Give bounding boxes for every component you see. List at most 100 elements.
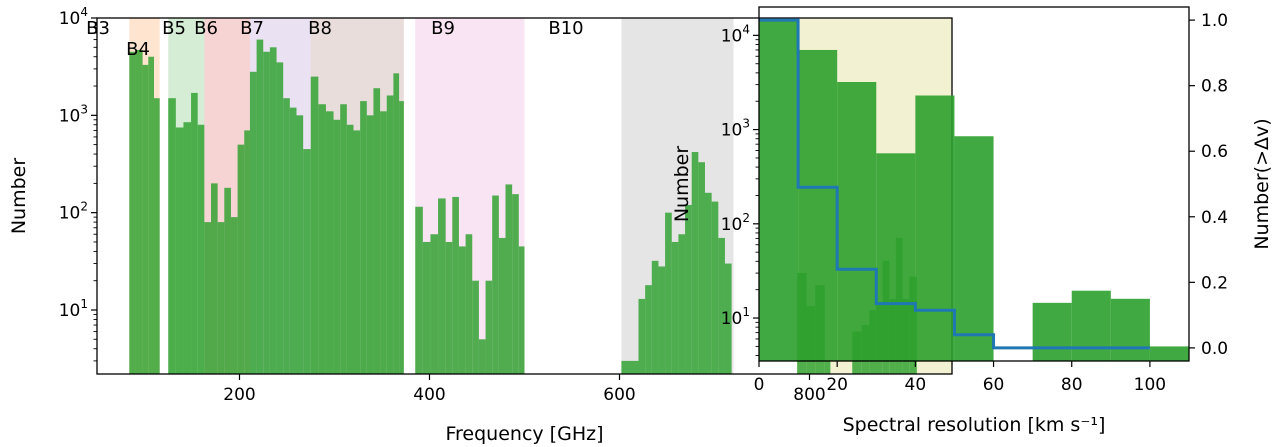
frequency-bar xyxy=(269,47,277,374)
resolution-bar xyxy=(1149,346,1189,361)
frequency-bar xyxy=(824,360,831,374)
frequency-bar xyxy=(353,130,361,374)
frequency-bar xyxy=(399,101,404,374)
cumulative-step-line xyxy=(759,18,1150,350)
frequency-bar xyxy=(204,222,211,374)
frequency-bar xyxy=(691,152,699,374)
frequency-bar xyxy=(386,95,394,374)
x-tick-label: 400 xyxy=(413,385,445,405)
y-tick-label: 102 xyxy=(59,200,88,224)
frequency-bar xyxy=(445,241,453,374)
x-tick-label: 800 xyxy=(793,385,825,405)
x-tick-label: 60 xyxy=(983,375,1005,395)
x-tick-label: 600 xyxy=(603,385,635,405)
frequency-bar xyxy=(168,98,176,374)
frequency-bar xyxy=(452,196,459,374)
band-label-b8: B8 xyxy=(308,18,332,39)
frequency-bar xyxy=(237,144,245,374)
x-tick-label: 80 xyxy=(1061,375,1083,395)
resolution-bar xyxy=(837,81,877,361)
frequency-bar xyxy=(360,101,367,374)
frequency-bar xyxy=(333,119,341,374)
right-plot-area xyxy=(759,18,1189,361)
frequency-bar xyxy=(512,194,519,374)
y-tick-label: 104 xyxy=(59,5,88,29)
frequency-bar xyxy=(415,206,423,374)
frequency-bar xyxy=(638,298,646,374)
frequency-bar xyxy=(183,122,192,374)
frequency-bar xyxy=(318,104,326,374)
frequency-bar xyxy=(472,280,479,374)
frequency-bar xyxy=(505,184,513,374)
frequency-bar xyxy=(465,234,473,374)
y-tick-label: 101 xyxy=(59,297,88,321)
frequency-bar xyxy=(678,234,686,374)
x-tick-label: 200 xyxy=(223,385,255,405)
frequency-bar xyxy=(303,149,311,374)
y2-tick-label: 0.0 xyxy=(1201,339,1228,359)
x-tick-label: 0 xyxy=(754,375,765,395)
frequency-bar xyxy=(458,246,466,374)
frequency-bar xyxy=(671,241,679,374)
frequency-bar xyxy=(393,73,400,374)
band-label-b3: B3 xyxy=(86,18,110,39)
y-tick-label: 103 xyxy=(721,117,750,141)
frequency-bar xyxy=(498,237,506,374)
frequency-bar xyxy=(346,124,354,374)
frequency-bar xyxy=(438,198,446,374)
y2-tick-label: 1.0 xyxy=(1201,11,1228,31)
band-label-b6: B6 xyxy=(194,18,218,39)
resolution-bar xyxy=(915,95,955,361)
frequency-bar xyxy=(685,204,692,374)
frequency-bar xyxy=(724,263,732,374)
frequency-bar xyxy=(658,266,666,374)
frequency-bar xyxy=(698,162,705,374)
frequency-bar xyxy=(705,192,712,374)
frequency-bar xyxy=(645,285,652,374)
frequency-bar xyxy=(154,98,160,374)
frequency-bar xyxy=(276,62,284,374)
frequency-bar xyxy=(283,98,290,374)
y-tick-label: 101 xyxy=(721,305,750,329)
frequency-bar xyxy=(518,246,525,374)
y2-tick-label: 0.8 xyxy=(1201,77,1228,97)
band-label-b7: B7 xyxy=(240,18,264,39)
right-axes-frame xyxy=(758,6,1190,362)
resolution-bar xyxy=(798,49,838,361)
frequency-bar xyxy=(129,51,136,374)
frequency-bar xyxy=(211,183,218,374)
frequency-bar xyxy=(665,212,672,374)
frequency-bar xyxy=(249,71,257,374)
x-tick-label: 40 xyxy=(905,375,927,395)
frequency-bar xyxy=(142,64,149,374)
x-tick-label: 100 xyxy=(1134,375,1166,395)
frequency-bar xyxy=(325,111,334,374)
resolution-bar xyxy=(1071,290,1111,361)
frequency-bar xyxy=(478,339,486,374)
frequency-bar xyxy=(191,92,198,374)
frequency-bar xyxy=(430,234,439,374)
frequency-bar xyxy=(148,56,154,374)
frequency-bar xyxy=(217,222,225,374)
frequency-bar xyxy=(718,237,725,374)
frequency-bar xyxy=(492,195,499,374)
frequency-bar xyxy=(373,88,381,374)
frequency-bar xyxy=(296,115,304,374)
frequency-bar xyxy=(175,127,184,374)
frequency-bar xyxy=(340,104,347,374)
y-axis-label: Number xyxy=(671,146,693,223)
resolution-bar xyxy=(876,153,916,361)
resolution-histogram-panel: 0 20 40 60 80 100 101 102 103 104 0.0 0.2 0.4 0.6 0.8 1… xyxy=(671,6,1273,436)
y-tick-label: 103 xyxy=(59,102,88,126)
resolution-bar xyxy=(954,136,994,361)
x-axis-label: Spectral resolution [km s⁻¹] xyxy=(843,414,1106,436)
x-axis-label: Frequency [GHz] xyxy=(445,423,603,445)
resolution-bar xyxy=(1032,302,1072,361)
frequency-bar xyxy=(230,217,238,374)
resolution-bar xyxy=(1110,298,1150,361)
frequency-bar xyxy=(256,39,264,374)
frequency-bar xyxy=(289,107,297,374)
frequency-bar xyxy=(366,115,374,374)
frequency-bar xyxy=(422,241,431,374)
x-tick-label: 20 xyxy=(826,375,848,395)
